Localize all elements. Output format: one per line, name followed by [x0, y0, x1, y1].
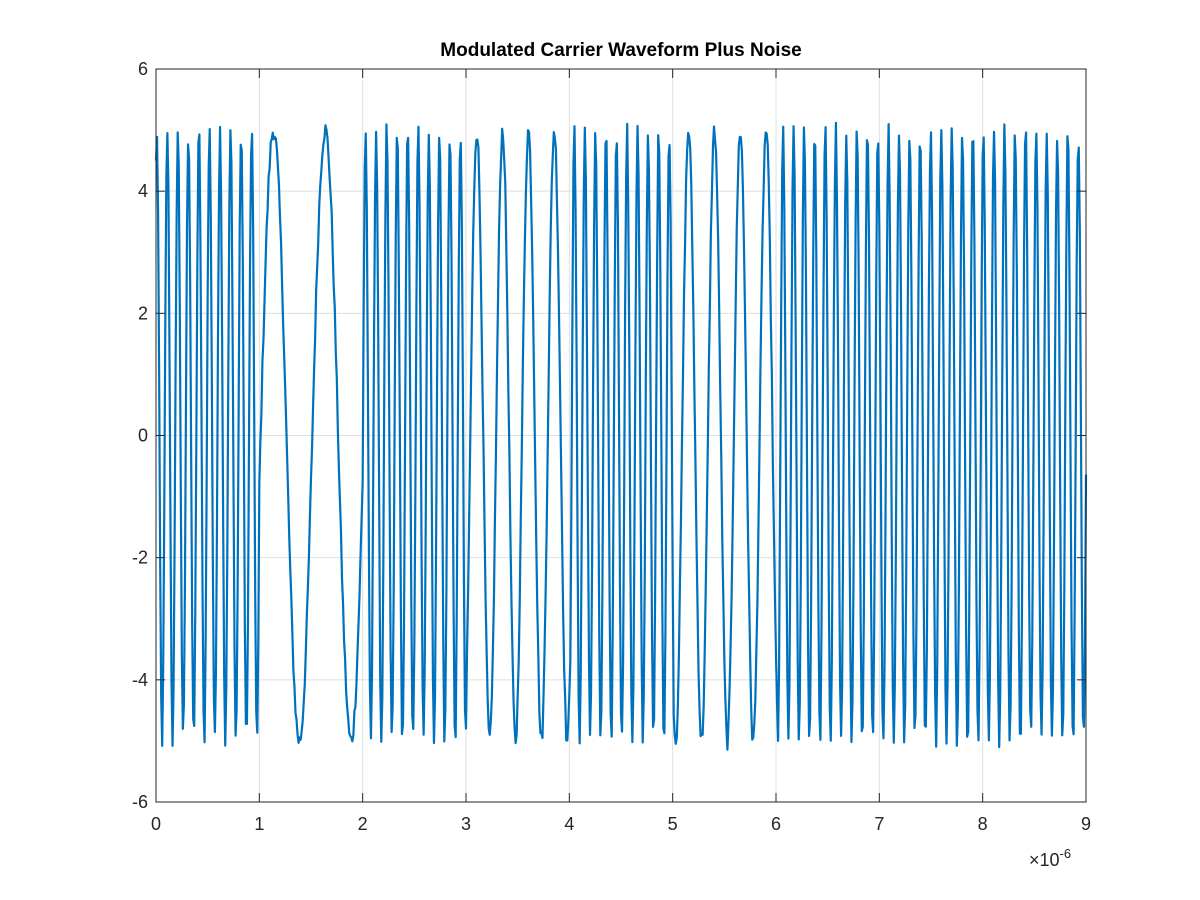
y-tick-label: -2	[132, 548, 148, 568]
x-tick-label: 8	[978, 814, 988, 834]
x-tick-label: 0	[151, 814, 161, 834]
x-tick-label: 7	[874, 814, 884, 834]
grid-lines	[156, 69, 1086, 802]
x-exponent-power: -6	[1060, 846, 1072, 861]
x-tick-label: 9	[1081, 814, 1091, 834]
x-tick-label: 4	[564, 814, 574, 834]
x-tick-label: 3	[461, 814, 471, 834]
y-tick-label: 4	[138, 181, 148, 201]
series-layer	[154, 121, 1088, 751]
ticks: 0 1 2 3 4 5 6 7 8 9 -6 -4 -2 0 2 4 6	[132, 59, 1091, 834]
x-tick-label: 6	[771, 814, 781, 834]
y-tick-label: -4	[132, 670, 148, 690]
y-tick-label: 6	[138, 59, 148, 79]
x-tick-label: 2	[358, 814, 368, 834]
x-exponent-base: ×10	[1029, 850, 1060, 870]
waveform-series-line	[154, 121, 1088, 751]
y-tick-label: -6	[132, 792, 148, 812]
y-tick-label: 0	[138, 426, 148, 446]
y-tick-label: 2	[138, 303, 148, 323]
x-tick-label: 5	[668, 814, 678, 834]
x-tick-label: 1	[254, 814, 264, 834]
x-axis-exponent: ×10-6	[1029, 846, 1071, 870]
chart-title: Modulated Carrier Waveform Plus Noise	[440, 40, 801, 61]
